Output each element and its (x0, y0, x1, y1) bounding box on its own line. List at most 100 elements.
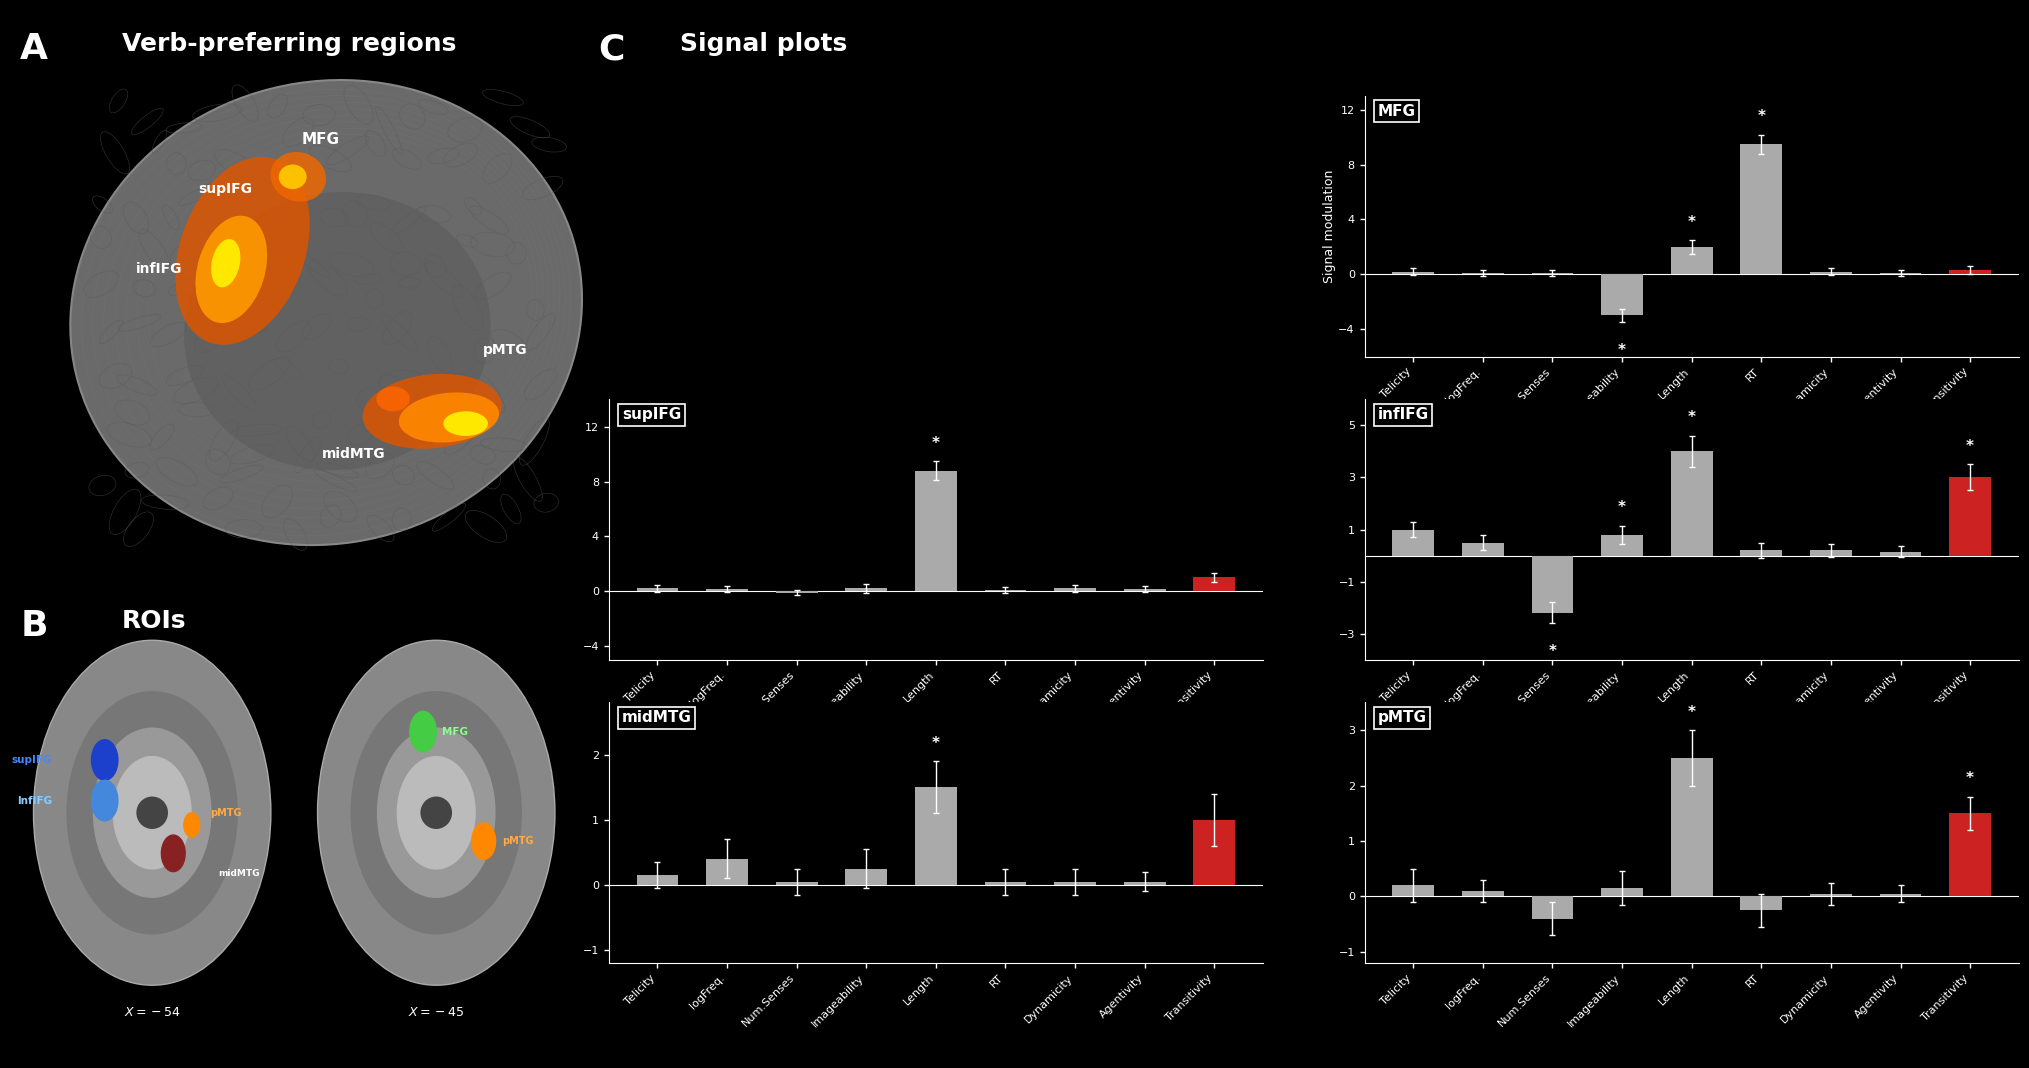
Bar (1532, 555, 1572, 613)
Bar (706, 590, 749, 592)
Text: *: * (1617, 343, 1625, 358)
Circle shape (91, 740, 118, 781)
Ellipse shape (377, 727, 495, 898)
Text: *: * (1966, 771, 1974, 786)
Bar (1055, 881, 1096, 884)
Ellipse shape (112, 756, 191, 869)
Bar (1950, 270, 1990, 274)
Text: ROIs: ROIs (122, 609, 187, 632)
Text: infIFG: infIFG (1378, 407, 1428, 422)
Ellipse shape (211, 239, 239, 287)
Bar (1601, 889, 1643, 896)
Text: pMTG: pMTG (211, 807, 241, 818)
Bar (706, 859, 749, 884)
Text: A: A (20, 32, 49, 66)
Circle shape (91, 781, 118, 821)
Text: midMTG: midMTG (219, 869, 260, 878)
Text: supIFG: supIFG (199, 183, 254, 197)
Ellipse shape (136, 797, 168, 829)
Text: *: * (1966, 439, 1974, 454)
Y-axis label: Signal modulation: Signal modulation (1323, 170, 1335, 283)
Text: MFG: MFG (302, 132, 339, 147)
Text: *: * (931, 436, 939, 451)
Circle shape (410, 711, 436, 752)
Circle shape (162, 835, 185, 871)
Bar (1741, 896, 1781, 910)
Ellipse shape (270, 152, 327, 202)
Bar (1532, 896, 1572, 918)
Bar (1741, 144, 1781, 274)
Circle shape (473, 822, 495, 860)
Text: midMTG: midMTG (323, 447, 386, 461)
Text: *: * (1688, 215, 1696, 230)
Ellipse shape (363, 374, 501, 449)
Bar (1392, 885, 1435, 896)
Bar (1950, 814, 1990, 896)
Bar (775, 881, 818, 884)
Text: Verb-preferring regions: Verb-preferring regions (122, 32, 457, 56)
Bar (1810, 894, 1852, 896)
Text: MFG: MFG (1378, 104, 1416, 119)
Bar (1810, 271, 1852, 274)
Ellipse shape (67, 691, 237, 934)
Bar (1601, 535, 1643, 555)
Text: C: C (599, 32, 625, 66)
Text: *: * (931, 736, 939, 751)
Ellipse shape (351, 691, 521, 934)
Text: supIFG: supIFG (621, 407, 682, 422)
Bar (915, 471, 958, 592)
Text: midMTG: midMTG (621, 710, 692, 725)
Bar (915, 787, 958, 884)
Bar (1601, 274, 1643, 315)
Ellipse shape (400, 392, 499, 442)
Bar (1124, 590, 1165, 592)
Text: *: * (1688, 410, 1696, 425)
Text: *: * (1548, 644, 1556, 659)
Text: infIFG: infIFG (136, 263, 183, 277)
Ellipse shape (195, 216, 268, 324)
Ellipse shape (32, 640, 270, 985)
Text: $X = -45$: $X = -45$ (408, 1006, 465, 1019)
Ellipse shape (398, 756, 477, 869)
Ellipse shape (174, 157, 310, 345)
Ellipse shape (442, 411, 489, 436)
Bar (1124, 881, 1165, 884)
Bar (1741, 550, 1781, 555)
Text: pMTG: pMTG (503, 836, 534, 846)
Text: pMTG: pMTG (483, 343, 528, 357)
Bar (637, 588, 678, 592)
Ellipse shape (377, 387, 410, 411)
Ellipse shape (278, 164, 306, 189)
Text: *: * (1688, 705, 1696, 720)
Bar (984, 881, 1027, 884)
Bar (1950, 477, 1990, 555)
Text: supIFG: supIFG (12, 755, 53, 765)
Ellipse shape (420, 797, 452, 829)
Text: B: B (20, 609, 49, 643)
Ellipse shape (185, 192, 491, 470)
Bar (1879, 552, 1921, 555)
Bar (1532, 273, 1572, 274)
Bar (1055, 588, 1096, 592)
Bar (1463, 273, 1503, 274)
Bar (1670, 452, 1712, 555)
Bar (1670, 758, 1712, 896)
Bar (1463, 891, 1503, 896)
Bar (1392, 530, 1435, 555)
Text: $X = -54$: $X = -54$ (124, 1006, 181, 1019)
Bar (1670, 247, 1712, 274)
Bar (1193, 578, 1236, 592)
Bar (1463, 543, 1503, 555)
Bar (637, 875, 678, 884)
Bar (1392, 271, 1435, 274)
Bar (1810, 550, 1852, 555)
Text: *: * (1617, 500, 1625, 515)
Bar (775, 592, 818, 593)
Bar (846, 588, 887, 592)
Bar (1879, 273, 1921, 274)
Text: *: * (1757, 109, 1765, 124)
Ellipse shape (93, 727, 211, 898)
Bar (1879, 894, 1921, 896)
Ellipse shape (71, 80, 582, 545)
Text: pMTG: pMTG (1378, 710, 1426, 725)
